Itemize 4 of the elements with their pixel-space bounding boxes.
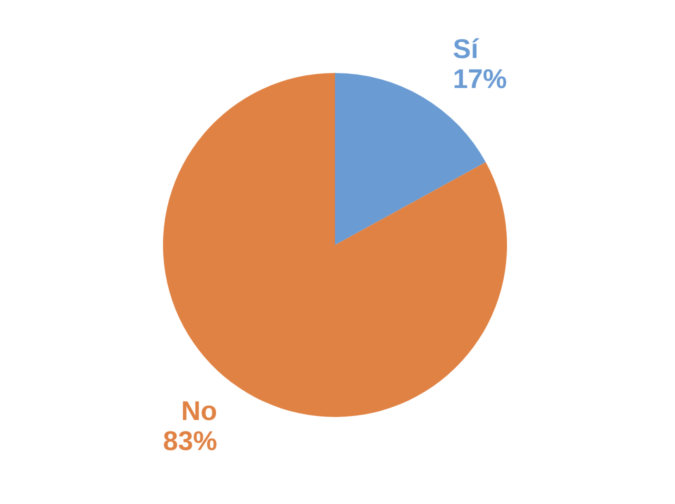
data-label: 17% bbox=[452, 64, 507, 94]
data-label: 83% bbox=[163, 426, 218, 456]
slice-label: Sí bbox=[452, 34, 480, 64]
slice-label: No bbox=[181, 396, 218, 426]
